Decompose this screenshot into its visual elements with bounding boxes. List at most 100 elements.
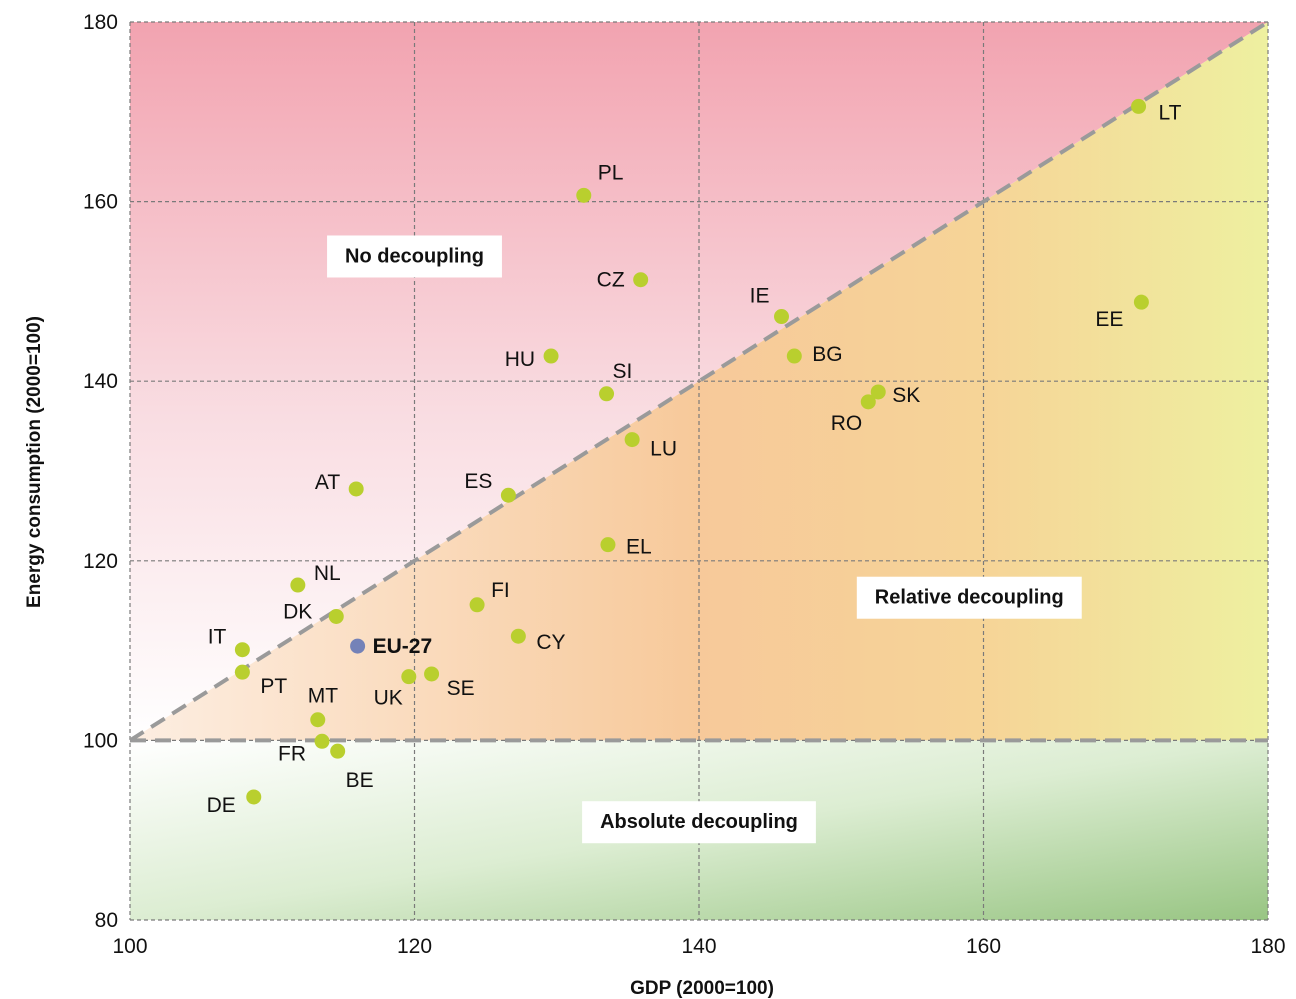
region-labels: No decoupling Relative decoupling Absolute…: [327, 235, 1082, 844]
point-label: SI: [613, 360, 633, 383]
point-marker: [290, 577, 306, 593]
point-marker: [469, 597, 485, 613]
point-marker: [424, 666, 440, 682]
data-point-de: DE: [207, 789, 262, 817]
region-label-text: Absolute decoupling: [600, 811, 798, 833]
data-point-it: IT: [208, 626, 250, 658]
point-marker: [624, 432, 640, 448]
point-label: EE: [1095, 308, 1123, 331]
point-marker: [599, 386, 615, 402]
region-label: Absolute decoupling: [582, 801, 816, 844]
point-marker: [510, 628, 526, 644]
data-point-eu-27: EU-27: [350, 635, 432, 658]
point-label: UK: [374, 687, 403, 710]
point-marker: [314, 733, 330, 749]
data-point-bg: BG: [786, 343, 843, 366]
data-point-fr: FR: [278, 733, 330, 765]
data-points: PL CZ IE HU BG SI SK RO LU AT ES EL NL FI DK CY EU-27 IT P…: [207, 98, 1182, 817]
point-label: CZ: [597, 269, 625, 292]
point-marker: [330, 743, 346, 759]
point-marker: [600, 537, 616, 553]
region-label: Relative decoupling: [856, 576, 1082, 619]
point-marker: [246, 789, 262, 805]
point-label: BG: [812, 343, 842, 366]
point-label: NL: [314, 562, 341, 585]
point-marker: [401, 669, 417, 685]
data-point-el: EL: [600, 536, 652, 559]
y-tick-label: 160: [83, 191, 118, 214]
point-marker: [328, 608, 344, 624]
data-point-es: ES: [464, 470, 516, 503]
data-point-fi: FI: [469, 579, 510, 613]
data-point-cz: CZ: [597, 269, 649, 292]
point-marker: [543, 348, 559, 364]
region-label-box: [582, 801, 816, 844]
region-label-box: [856, 576, 1082, 619]
axis-ticks: 100 120 140 160 180 80 100 120 140 160 180: [83, 11, 1286, 958]
point-marker: [576, 187, 592, 203]
data-point-at: AT: [315, 471, 364, 497]
point-label: BE: [346, 769, 374, 792]
data-point-cy: CY: [510, 628, 566, 654]
y-tick-label: 140: [83, 370, 118, 393]
y-tick-label: 120: [83, 550, 118, 573]
data-point-pl: PL: [576, 161, 623, 203]
point-label: FR: [278, 742, 306, 765]
y-tick-label: 180: [83, 11, 118, 34]
point-label: EL: [626, 536, 652, 559]
x-tick-label: 160: [966, 935, 1001, 958]
x-tick-label: 140: [681, 935, 716, 958]
data-point-nl: NL: [290, 562, 341, 593]
data-point-ee: EE: [1095, 294, 1149, 331]
point-label: AT: [315, 471, 340, 494]
data-point-uk: UK: [374, 669, 417, 710]
point-label: PT: [260, 675, 287, 698]
data-point-lu: LU: [624, 432, 677, 461]
point-marker: [1131, 98, 1147, 114]
point-marker: [786, 348, 802, 364]
point-label: RO: [831, 412, 863, 435]
point-label: SK: [892, 384, 920, 407]
point-marker: [1133, 294, 1149, 310]
point-marker: [860, 394, 876, 410]
data-point-se: SE: [424, 666, 475, 700]
point-label: IT: [208, 626, 227, 649]
point-marker: [234, 664, 250, 680]
point-label: IE: [750, 285, 770, 308]
y-tick-label: 100: [83, 729, 118, 752]
region-label-box: [327, 235, 502, 278]
data-point-dk: DK: [283, 600, 344, 624]
data-point-pt: PT: [234, 664, 287, 698]
point-marker: [500, 487, 516, 503]
data-point-lt: LT: [1131, 98, 1182, 124]
data-point-mt: MT: [308, 685, 338, 728]
region-label: No decoupling: [327, 235, 502, 278]
region-label-text: Relative decoupling: [875, 587, 1064, 609]
point-label: MT: [308, 685, 338, 708]
point-label: EU-27: [373, 635, 433, 658]
point-label: SE: [447, 677, 475, 700]
region-label-text: No decoupling: [345, 245, 484, 267]
data-point-ro: RO: [831, 394, 876, 435]
point-label: LT: [1159, 101, 1182, 124]
point-label: HU: [505, 348, 535, 371]
point-marker: [234, 642, 250, 658]
data-point-hu: HU: [505, 348, 559, 371]
point-marker: [774, 309, 790, 325]
point-label: ES: [464, 470, 492, 493]
data-point-ie: IE: [750, 285, 790, 325]
point-label: PL: [598, 161, 624, 184]
x-tick-label: 100: [112, 935, 147, 958]
point-marker: [348, 481, 364, 497]
point-label: FI: [491, 579, 510, 602]
x-tick-label: 180: [1250, 935, 1285, 958]
point-label: DK: [283, 600, 312, 623]
data-point-be: BE: [330, 743, 374, 792]
point-marker: [310, 712, 326, 728]
point-label: CY: [536, 631, 565, 654]
point-marker: [350, 638, 366, 654]
x-tick-label: 120: [397, 935, 432, 958]
point-marker: [870, 384, 886, 400]
point-marker: [633, 272, 649, 288]
point-label: DE: [207, 794, 236, 817]
